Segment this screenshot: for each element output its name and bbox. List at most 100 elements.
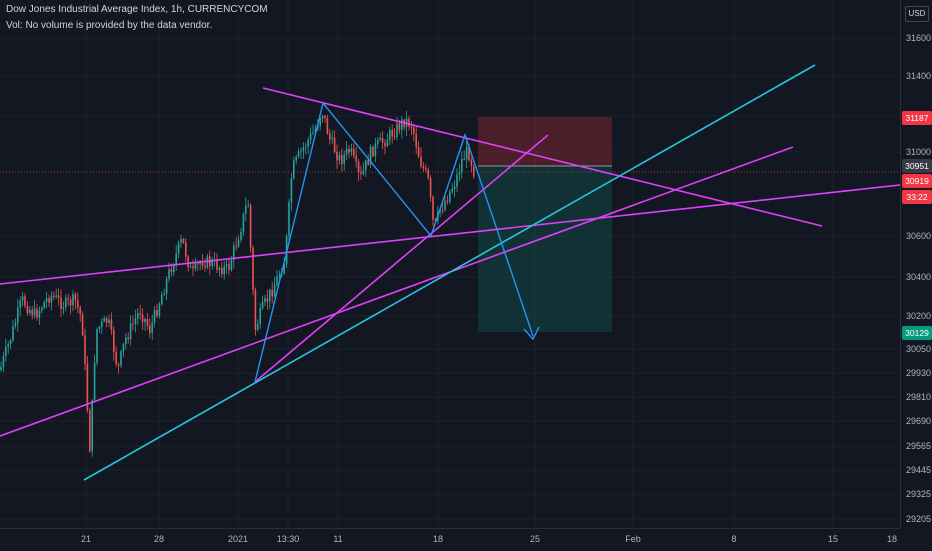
stop-loss-zone xyxy=(478,117,612,166)
candle-body xyxy=(134,318,137,324)
candle-body xyxy=(309,133,312,140)
candle-body xyxy=(197,263,199,265)
lower-channel-trendline xyxy=(0,146,794,437)
candle-body xyxy=(290,178,293,203)
candle-body xyxy=(120,351,122,366)
candle-body xyxy=(187,256,189,268)
candle-body xyxy=(67,297,69,300)
candle-body xyxy=(89,409,91,452)
volume-note: Vol: No volume is provided by the data v… xyxy=(6,20,213,31)
chart-pane[interactable]: Dow Jones Industrial Average Index, 1h, … xyxy=(0,0,900,528)
candle-body xyxy=(468,146,470,161)
price-tick: 29810 xyxy=(906,392,932,402)
candle-body xyxy=(312,132,314,134)
candle-body xyxy=(365,160,367,171)
candle-body xyxy=(422,166,425,169)
price-chart-canvas[interactable] xyxy=(0,0,900,528)
candle-body xyxy=(420,156,422,167)
candle-body xyxy=(386,139,389,147)
candle-body xyxy=(300,150,302,152)
candle-body xyxy=(5,346,7,357)
candle-body xyxy=(329,133,331,140)
candle-body xyxy=(333,137,336,153)
time-tick: 2021 xyxy=(227,534,249,544)
candle-body xyxy=(9,340,12,345)
candle-body xyxy=(367,160,369,165)
time-tick: 18 xyxy=(432,534,444,544)
candle-body xyxy=(36,308,38,318)
candle-body xyxy=(379,137,381,141)
pattern-path xyxy=(254,101,534,383)
candle-body xyxy=(408,118,410,127)
candle-body xyxy=(180,239,182,243)
candle-body xyxy=(72,294,74,306)
candle-body xyxy=(45,298,48,303)
candle-body xyxy=(317,125,319,129)
candle-body xyxy=(149,325,151,334)
candle-body xyxy=(350,148,353,153)
candle-body xyxy=(230,260,233,271)
candle-body xyxy=(33,308,36,316)
candle-body xyxy=(245,206,247,214)
price-tick: 29565 xyxy=(906,441,932,451)
candle-body xyxy=(31,309,33,316)
price-tick: 29205 xyxy=(906,514,932,524)
candle-body xyxy=(211,260,213,267)
candle-body xyxy=(50,295,53,303)
candle-body xyxy=(278,274,281,276)
candle-body xyxy=(257,324,259,330)
candles xyxy=(0,110,475,457)
price-tick: 30200 xyxy=(906,311,932,321)
candle-body xyxy=(41,308,43,311)
chart-title: Dow Jones Industrial Average Index, 1h, … xyxy=(6,4,268,15)
candle-body xyxy=(302,147,305,151)
candle-body xyxy=(362,170,365,174)
candle-body xyxy=(57,295,60,298)
candle-body xyxy=(369,146,372,165)
candle-body xyxy=(170,269,173,273)
candle-body xyxy=(314,128,317,133)
candle-body xyxy=(261,301,264,309)
candle-body xyxy=(427,169,429,179)
candle-body xyxy=(242,213,245,232)
time-tick: 15 xyxy=(827,534,839,544)
candle-body xyxy=(144,319,146,323)
currency-button[interactable]: USD xyxy=(905,6,929,22)
candle-body xyxy=(338,155,341,161)
time-tick: 21 xyxy=(80,534,92,544)
candle-body xyxy=(410,126,413,128)
price-tick: 31600 xyxy=(906,33,932,43)
candle-body xyxy=(266,298,269,302)
candle-body xyxy=(391,130,393,137)
candle-body xyxy=(461,159,463,173)
last-price-badge: 30919 xyxy=(902,174,932,188)
rising-trendline xyxy=(254,134,549,383)
stop-price-badge: 31187 xyxy=(902,111,932,125)
target-price-badge: 30129 xyxy=(902,326,932,340)
price-axis[interactable] xyxy=(900,0,932,528)
candle-body xyxy=(105,318,108,323)
candle-body xyxy=(101,321,103,328)
candle-body xyxy=(110,319,113,331)
candle-body xyxy=(74,294,77,301)
candle-body xyxy=(192,266,194,269)
countdown-badge: 33:22 xyxy=(902,190,932,204)
candle-body xyxy=(264,298,266,302)
candle-body xyxy=(122,344,125,352)
time-axis[interactable] xyxy=(0,528,900,551)
candle-body xyxy=(132,323,134,325)
candle-body xyxy=(29,309,31,314)
price-tick: 29325 xyxy=(906,489,932,499)
candle-body xyxy=(384,142,386,147)
candle-body xyxy=(331,137,333,140)
candle-body xyxy=(65,297,67,308)
candle-body xyxy=(283,264,285,274)
current-price-badge: 30951 xyxy=(902,159,932,173)
price-tick: 31000 xyxy=(906,147,932,157)
support-trendline xyxy=(0,184,900,285)
arrow-head-icon xyxy=(523,326,540,341)
drawings xyxy=(0,64,900,481)
candle-body xyxy=(17,307,19,323)
candle-body xyxy=(194,263,197,269)
candle-body xyxy=(228,264,230,271)
